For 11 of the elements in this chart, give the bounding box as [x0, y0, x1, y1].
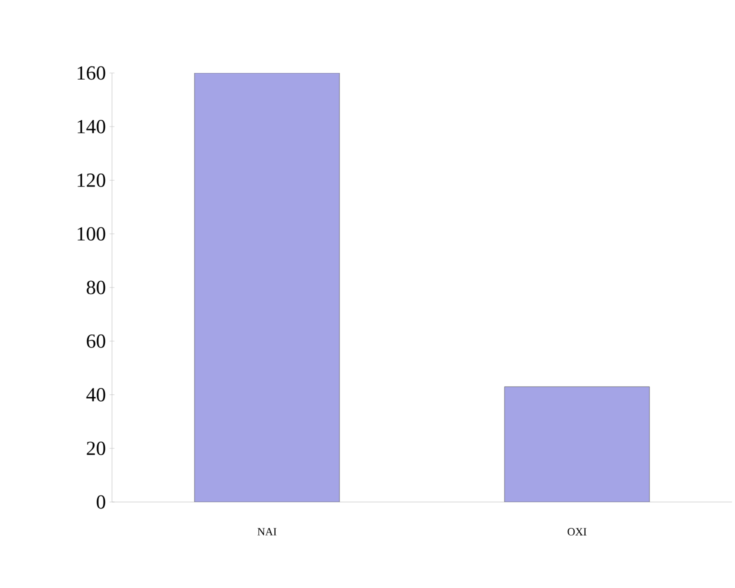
y-tick-label: 0: [96, 495, 106, 509]
y-tick-label: 40: [86, 388, 106, 402]
y-tick-label: 100: [78, 227, 106, 241]
y-tick-label: 60: [86, 334, 106, 348]
y-tick-label: 20: [86, 442, 106, 456]
x-tick-label: OXI: [568, 528, 586, 536]
x-tick-label: NAI: [258, 528, 276, 536]
y-tick-label: 140: [78, 120, 106, 134]
y-tick-label: 80: [86, 280, 106, 294]
y-tick-label: 120: [78, 173, 106, 187]
y-tick-label: 160: [78, 66, 106, 80]
